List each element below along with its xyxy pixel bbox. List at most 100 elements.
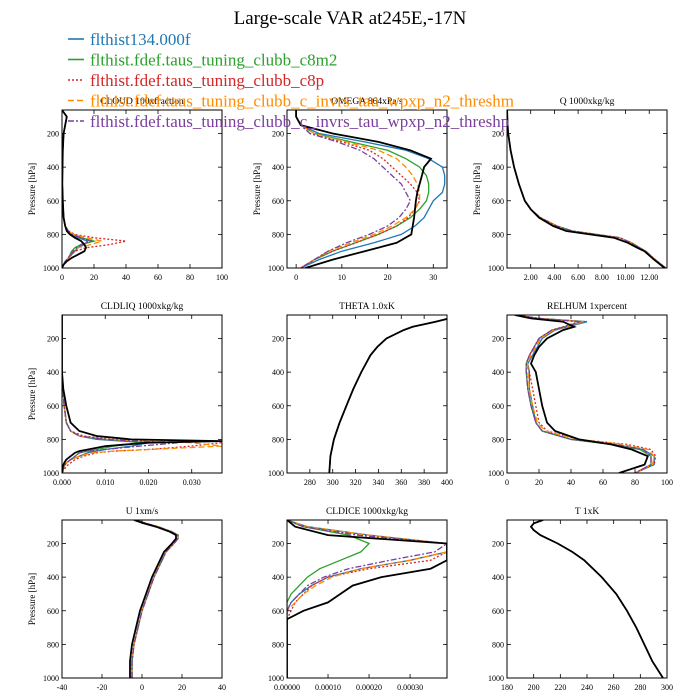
series-line-4: [62, 315, 179, 473]
y-tick-label: 800: [272, 640, 284, 649]
x-tick-label: 360: [395, 478, 407, 487]
x-tick-label: 80: [186, 273, 194, 282]
y-tick-label: 600: [272, 402, 284, 411]
series-line-2: [62, 110, 127, 268]
series-line-3: [295, 110, 421, 268]
series-line-2: [530, 520, 664, 678]
y-tick-label: 400: [272, 573, 284, 582]
series-line-3: [62, 110, 103, 268]
legend: flthist134.000f flthist.fdef.taus_tuning_…: [68, 30, 514, 131]
x-tick-label: 300: [661, 683, 673, 692]
axes-frame: [506, 314, 668, 474]
x-tick-label: 4.00: [547, 273, 561, 282]
y-axis-label: Pressure [hPa]: [27, 573, 37, 625]
x-tick-label: 40: [122, 273, 130, 282]
series-line-1: [328, 318, 447, 473]
panel-title: CLOUD 100xfraction: [100, 96, 184, 107]
y-tick-label: 200: [492, 130, 504, 139]
x-tick-label: 6.00: [571, 273, 585, 282]
panel-title: Q 1000xkg/kg: [560, 97, 615, 107]
series-line-4: [62, 110, 93, 268]
panel-3: CLDLIQ 1000xkg/kg 0.000 0.010 0.020 0.030 200…: [27, 302, 223, 487]
x-tick-label: 20: [90, 273, 98, 282]
series-group: [62, 315, 222, 473]
panel-title: U 1xm/s: [126, 507, 159, 517]
x-tick-label: 20: [535, 478, 543, 487]
x-tick-label: 280: [634, 683, 646, 692]
x-tick-label: 400: [441, 478, 453, 487]
series-line-5: [62, 315, 222, 473]
legend-label: flthist.fdef.taus_tuning_clubb_c8m2: [90, 51, 337, 70]
y-tick-label: 400: [47, 163, 59, 172]
y-tick-label: 400: [47, 573, 59, 582]
y-tick-label: 600: [47, 197, 59, 206]
series-group: [287, 520, 447, 678]
x-tick-label: -40: [57, 683, 68, 692]
y-tick-label: 800: [272, 435, 284, 444]
y-tick-label: 200: [47, 540, 59, 549]
series-line-0: [507, 110, 667, 268]
panel-5: RELHUM 1xpercent 0 20 40 60 80 100 200 400 600 800…: [488, 302, 673, 487]
y-tick-label: 800: [47, 230, 59, 239]
x-tick-label: 200: [528, 683, 540, 692]
legend-label: flthist.fdef.taus_tuning_clubb_c8p: [90, 71, 324, 90]
series-line-1: [530, 520, 664, 678]
series-group: [514, 315, 657, 473]
y-tick-label: 600: [47, 402, 59, 411]
panel-title: CLDICE 1000xkg/kg: [326, 507, 408, 517]
panel-title: T 1xK: [575, 507, 600, 517]
y-axis-label: Pressure [hPa]: [472, 163, 482, 215]
series-line-5: [295, 110, 433, 268]
y-tick-label: 1000: [488, 674, 504, 683]
x-tick-label: 40: [567, 478, 575, 487]
axes-frame: [61, 109, 223, 269]
x-tick-label: 60: [599, 478, 607, 487]
panel-title: RELHUM 1xpercent: [547, 302, 627, 312]
y-tick-label: 600: [492, 607, 504, 616]
panel-4: THETA 1.0xK 280 300 320 340 360 380 400 200 400 60…: [268, 302, 453, 487]
legend-label: flthist.fdef.taus_tuning_clubb_c_invrs_t…: [90, 92, 514, 111]
x-tick-label: 20: [178, 683, 186, 692]
y-tick-label: 400: [492, 163, 504, 172]
x-tick-label: 0.010: [96, 478, 114, 487]
series-line-1: [507, 110, 667, 268]
series-line-5: [507, 110, 666, 268]
series-line-2: [295, 110, 421, 268]
y-tick-label: 800: [272, 230, 284, 239]
y-tick-label: 600: [47, 607, 59, 616]
y-tick-label: 1000: [488, 469, 504, 478]
x-tick-label: 180: [501, 683, 513, 692]
series-group: [507, 110, 667, 268]
series-line-3: [530, 520, 664, 678]
series-line-4: [530, 520, 664, 678]
y-tick-label: 800: [492, 230, 504, 239]
panel-title: OMEGA 864xPa/s: [331, 97, 403, 107]
y-tick-label: 200: [47, 335, 59, 344]
series-line-0: [287, 520, 447, 678]
y-tick-label: 200: [272, 335, 284, 344]
series-line-0: [328, 318, 447, 473]
series-line-2: [287, 520, 447, 678]
y-tick-label: 200: [492, 335, 504, 344]
series-group: [62, 110, 127, 268]
legend-label: flthist134.000f: [90, 30, 191, 49]
x-tick-label: 40: [218, 683, 226, 692]
x-tick-label: 0: [505, 478, 509, 487]
x-tick-label: 0: [140, 683, 144, 692]
y-tick-label: 400: [47, 368, 59, 377]
series-line-5: [328, 318, 447, 473]
x-tick-label: 0.030: [183, 478, 201, 487]
panel-7: CLDICE 1000xkg/kg 0.00000 0.00010 0.00020 0.…: [268, 507, 448, 692]
series-line-4: [507, 110, 667, 268]
series-line-4: [295, 110, 412, 268]
x-tick-label: 30: [429, 273, 437, 282]
x-tick-label: 220: [554, 683, 566, 692]
x-tick-label: 2.00: [524, 273, 538, 282]
x-tick-label: 0.00000: [274, 683, 300, 692]
x-tick-label: 240: [581, 683, 593, 692]
x-tick-label: 300: [327, 478, 339, 487]
series-line-5: [514, 315, 649, 473]
y-tick-label: 1000: [268, 674, 284, 683]
